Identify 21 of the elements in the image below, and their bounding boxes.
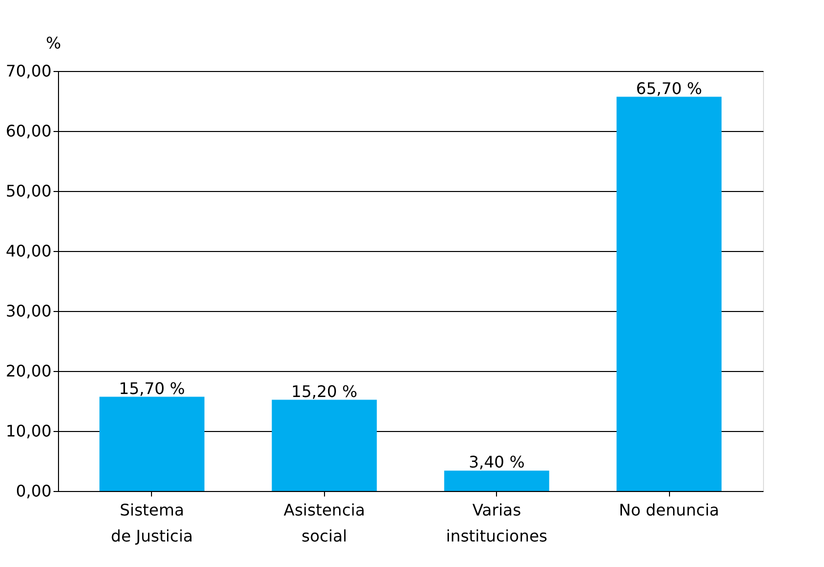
y-tick-label: 30,00 <box>6 302 52 320</box>
y-tick-label: 20,00 <box>6 362 52 380</box>
x-tick-label: Sistema de Justicia <box>110 500 193 546</box>
y-axis-title: % <box>46 34 62 52</box>
y-tick-label: 60,00 <box>6 122 52 140</box>
bar <box>99 396 204 491</box>
data-label: 15,20 % <box>291 382 358 401</box>
data-label: 15,70 % <box>118 378 185 398</box>
y-tick-label: 40,00 <box>6 242 52 260</box>
bar <box>616 96 722 491</box>
y-tick-label: 70,00 <box>6 62 52 80</box>
x-tick-label: Asistencia social <box>284 500 365 546</box>
y-tick-label: 10,00 <box>6 422 52 440</box>
data-label: 3,40 % <box>468 452 525 472</box>
data-label: 65,70 % <box>636 78 702 98</box>
bar <box>272 400 377 491</box>
y-tick-label: 0,00 <box>16 482 52 500</box>
x-tick-label: No denuncia <box>618 500 720 520</box>
bar <box>444 470 550 491</box>
x-tick-label: Varias instituciones <box>446 500 548 546</box>
y-tick-label: 50,00 <box>6 182 52 200</box>
